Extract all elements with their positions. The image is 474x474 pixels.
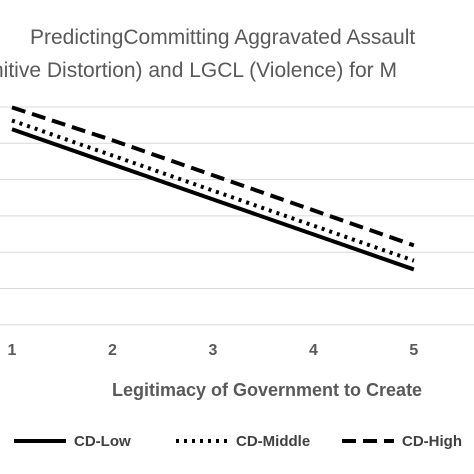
series-line-cd-middle	[11, 118, 415, 263]
x-tick-labels: 1 2 3 4 5	[8, 342, 419, 359]
series-line-cd-high	[11, 105, 415, 248]
legend-label-cd-high: CD-High	[402, 433, 462, 450]
x-tick-label: 4	[309, 342, 318, 359]
gridlines	[0, 106, 474, 326]
series-line-cd-low	[11, 127, 415, 272]
x-tick-label: 1	[8, 342, 17, 359]
series-lines	[11, 105, 415, 272]
legend-label-cd-middle: CD-Middle	[236, 433, 310, 450]
chart-title-line-1: PredictingCommitting Aggravated Assault	[30, 26, 415, 49]
x-axis-title: Legitimacy of Government to Create	[112, 380, 422, 400]
x-tick-label: 3	[208, 342, 217, 359]
legend: CD-Low CD-Middle CD-High	[14, 433, 462, 450]
x-tick-label: 5	[409, 342, 418, 359]
chart-title-line-2: nitive Distortion) and LGCL (Violence) f…	[0, 59, 397, 82]
legend-label-cd-low: CD-Low	[74, 433, 131, 450]
x-tick-label: 2	[108, 342, 117, 359]
